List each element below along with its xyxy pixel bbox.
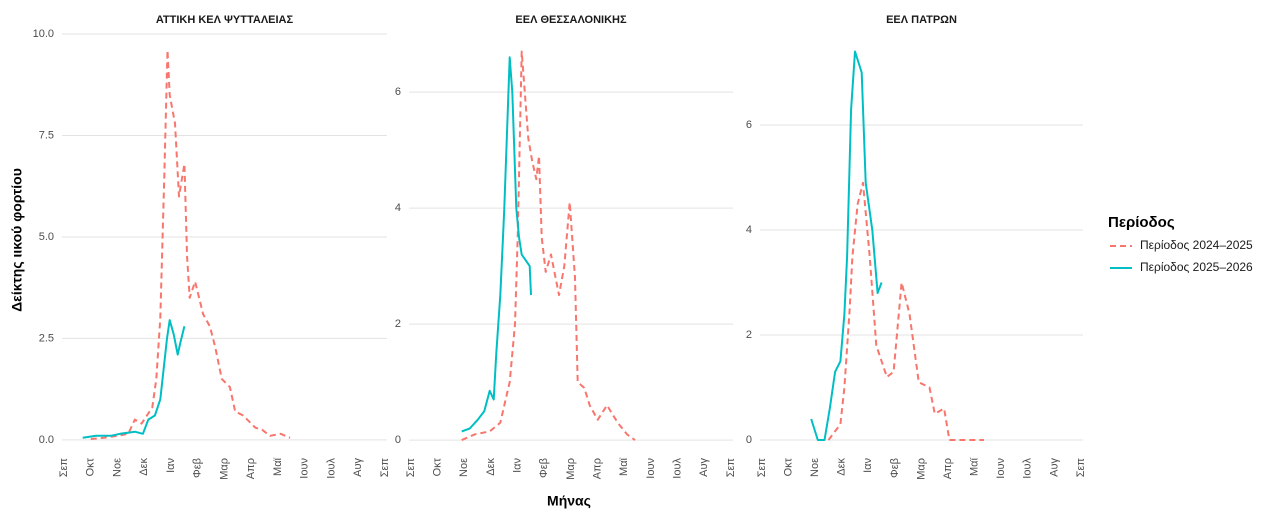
x-tick-label: Απρ	[592, 458, 604, 479]
x-axis-label: Μήνας	[547, 493, 591, 509]
y-tick-label: 4	[395, 202, 401, 214]
x-tick-label: Νοε	[809, 458, 821, 477]
x-tick-label: Απρ	[245, 458, 257, 479]
panel-title: ΑΤΤΙΚΗ ΚΕΛ ΨΥΤΤΑΛΕΙΑΣ	[156, 14, 294, 26]
x-tick-label: Οκτ	[432, 457, 444, 476]
x-tick-label: Αυγ	[1048, 458, 1060, 477]
y-axis-label: Δείκτης ιικού φορτίου	[9, 168, 25, 312]
x-tick-label: Μαρ	[218, 458, 230, 480]
y-tick-label: 0	[746, 434, 752, 446]
x-tick-label: Σεπ	[58, 458, 70, 478]
x-tick-label: Οκτ	[85, 457, 97, 476]
x-tick-label: Σεπ	[1075, 458, 1087, 478]
x-tick-label: Αυγ	[352, 458, 364, 477]
data-line: Περίοδος 2024–2025	[827, 181, 984, 441]
legend-label: Περίοδος 2025–2026	[1140, 260, 1253, 274]
x-tick-label: Φεβ	[889, 458, 901, 478]
legend: Περίοδος 2024–2025 Περίοδος 2025–2026	[1110, 238, 1253, 274]
x-tick-label: Φεβ	[538, 458, 550, 478]
panel-title: ΕΕΛ ΘΕΣΣΑΛΟΝΙΚΗΣ	[515, 14, 627, 26]
data-line: Περίοδος 2025–2026	[461, 56, 532, 433]
x-tick-label: Μαϊ	[272, 457, 284, 476]
data-line: Περίοδος 2024–2025	[461, 50, 636, 442]
x-tick-label: Ιαν	[165, 458, 177, 473]
x-tick-label: Μαϊ	[969, 457, 981, 476]
x-tick-label: Οκτ	[782, 457, 794, 476]
data-line: Περίοδος 2024–2025	[90, 49, 291, 440]
x-tick-label: Αυγ	[698, 458, 710, 477]
y-tick-label: 2	[746, 329, 752, 341]
x-tick-label: Δεκ	[485, 458, 497, 476]
y-tick-label: 5.0	[39, 231, 54, 243]
x-tick-label: Μαρ	[915, 458, 927, 480]
x-tick-label: Νοε	[458, 458, 470, 477]
x-tick-label: Μαϊ	[618, 457, 630, 476]
x-tick-label: Ιαν	[512, 458, 524, 473]
y-tick-label: 6	[395, 86, 401, 98]
x-tick-label: Σεπ	[405, 458, 417, 478]
y-tick-label: 10.0	[33, 28, 54, 40]
legend-title: Περίοδος	[1108, 214, 1175, 231]
data-line: Περίοδος 2025–2026	[810, 50, 883, 441]
x-tick-label: Μαρ	[565, 458, 577, 480]
x-tick-label: Απρ	[942, 458, 954, 479]
x-tick-label: Νοε	[111, 458, 123, 477]
y-tick-label: 2.5	[39, 332, 54, 344]
x-tick-label: Δεκ	[836, 458, 848, 476]
panel-title: ΕΕΛ ΠΑΤΡΩΝ	[886, 14, 957, 26]
x-tick-label: Φεβ	[192, 458, 204, 478]
y-tick-label: 2	[395, 318, 401, 330]
x-tick-label: Ιουν	[995, 458, 1007, 479]
x-tick-label: Σεπ	[379, 458, 391, 478]
legend-label: Περίοδος 2024–2025	[1140, 238, 1253, 252]
data-line: Περίοδος 2025–2026	[82, 319, 186, 439]
x-tick-label: Ιουλ	[1022, 458, 1034, 479]
y-tick-label: 0.0	[39, 434, 54, 446]
x-tick-label: Ιουν	[645, 458, 657, 479]
x-tick-label: Σεπ	[725, 458, 737, 478]
x-tick-label: Δεκ	[138, 458, 150, 476]
y-tick-label: 7.5	[39, 129, 54, 141]
x-tick-label: Ιουλ	[325, 458, 337, 479]
y-tick-label: 4	[746, 224, 752, 236]
y-tick-label: 0	[395, 434, 401, 446]
x-tick-label: Σεπ	[756, 458, 768, 478]
y-tick-label: 6	[746, 119, 752, 131]
x-tick-label: Ιουλ	[672, 458, 684, 479]
x-tick-label: Ιουν	[299, 458, 311, 479]
x-tick-label: Ιαν	[862, 458, 874, 473]
